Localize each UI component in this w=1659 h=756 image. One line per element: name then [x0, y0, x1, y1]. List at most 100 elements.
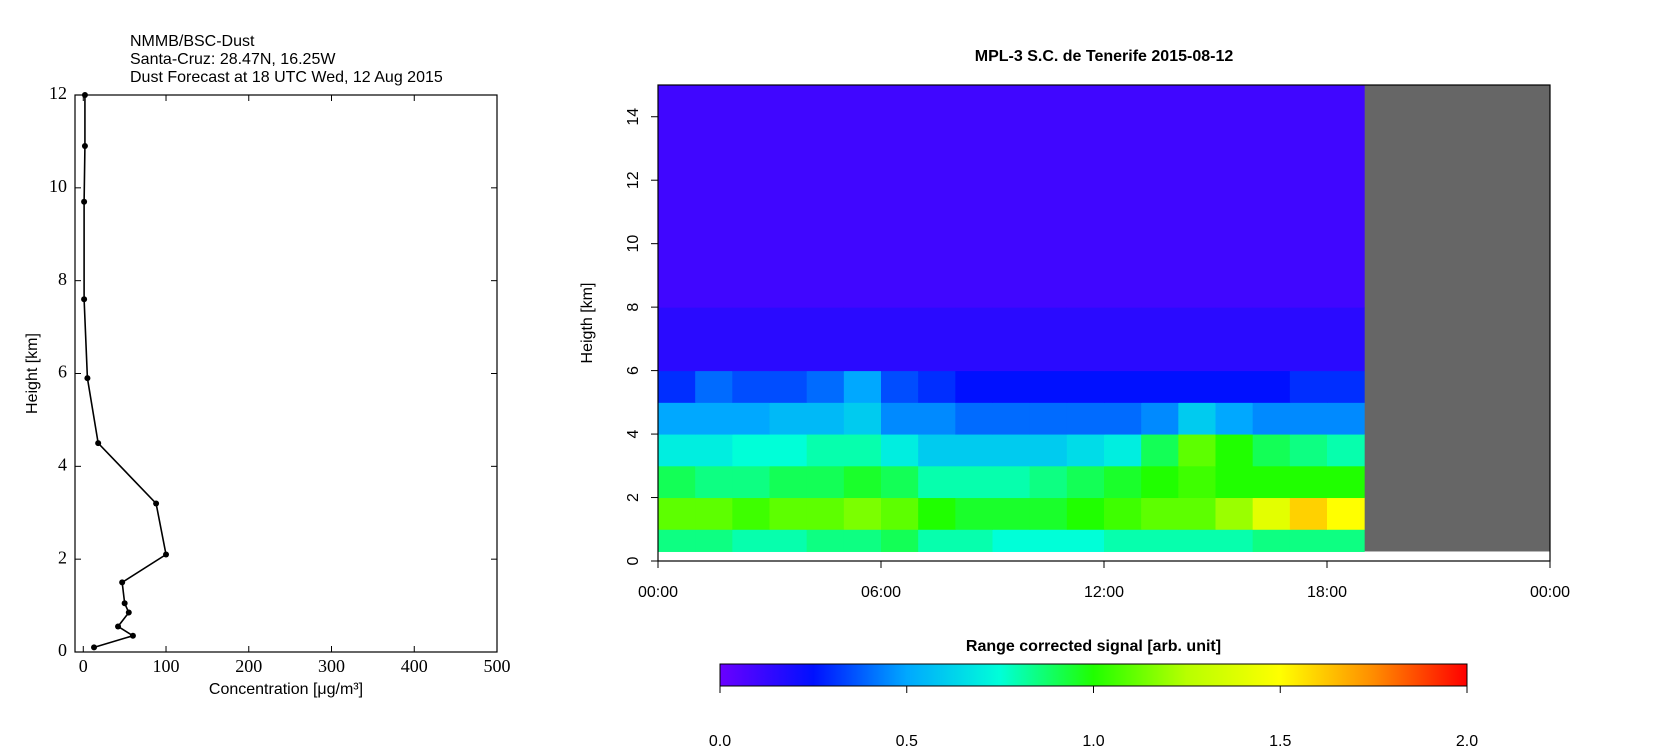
heat-cell	[918, 85, 956, 308]
profile-point	[153, 500, 160, 507]
heat-cell	[843, 529, 882, 552]
heat-cell	[992, 370, 1031, 403]
heat-cell	[1252, 307, 1291, 372]
heat-cell	[1289, 434, 1328, 467]
heat-cell	[658, 307, 696, 372]
heat-cell	[881, 307, 919, 372]
x-tick-label: 06:00	[861, 584, 901, 601]
heat-cell	[695, 529, 733, 552]
colorbar	[719, 663, 1468, 687]
heat-cell	[1178, 370, 1216, 403]
y-tick-label: 4	[625, 430, 642, 439]
y-axis-label: Heigth [km]	[579, 283, 596, 364]
heat-cell	[1215, 497, 1254, 530]
heat-cell	[1066, 434, 1105, 467]
heat-cell	[955, 529, 993, 552]
x-tick-label: 500	[484, 656, 511, 676]
heat-cell	[1104, 402, 1142, 435]
heat-cell	[1178, 434, 1216, 467]
profile-point	[81, 198, 88, 205]
heat-cell	[992, 434, 1031, 467]
x-tick-label: 200	[235, 656, 262, 676]
y-tick-label: 8	[625, 303, 642, 312]
heat-cell	[769, 402, 808, 435]
heat-cell	[658, 465, 696, 499]
heat-cell	[843, 465, 882, 499]
heat-cell	[1066, 85, 1105, 308]
heat-cell	[881, 529, 919, 552]
heat-cell	[1029, 497, 1068, 530]
chart-title: Santa-Cruz: 28.47N, 16.25W	[130, 51, 336, 68]
heat-cell	[1252, 85, 1291, 308]
heat-cell	[658, 497, 696, 530]
heat-cell	[769, 85, 808, 308]
colorbar-tick-label: 2.0	[1456, 733, 1478, 750]
profile-point	[81, 92, 88, 98]
heat-cell	[1327, 307, 1365, 372]
heat-cell	[695, 465, 733, 499]
heat-cell	[992, 465, 1031, 499]
heat-cell	[955, 434, 993, 467]
heat-cell	[1104, 85, 1142, 308]
heat-cell	[1178, 307, 1216, 372]
profile-point	[81, 296, 88, 303]
chart-title: Dust Forecast at 18 UTC Wed, 12 Aug 2015	[130, 69, 443, 86]
colorbar-tick-label: 1.0	[1082, 733, 1104, 750]
heat-cell	[881, 497, 919, 530]
heat-cell	[1252, 370, 1291, 403]
y-tick-label: 10	[49, 176, 67, 196]
x-tick-label: 18:00	[1307, 584, 1347, 601]
y-tick-label: 0	[625, 556, 642, 565]
heat-cell	[1029, 434, 1068, 467]
y-tick-label: 0	[58, 640, 67, 660]
y-tick-label: 2	[58, 547, 67, 567]
heat-cell	[658, 529, 696, 552]
heat-cell	[1066, 402, 1105, 435]
heat-cell	[1289, 465, 1328, 499]
heat-cell	[1178, 529, 1216, 552]
y-tick-label: 12	[49, 83, 67, 103]
heat-cell	[806, 402, 845, 435]
heat-cell	[1289, 370, 1328, 403]
heat-cell	[843, 434, 882, 467]
heat-cell	[1104, 529, 1142, 552]
heat-cell	[1215, 434, 1254, 467]
heat-cell	[1066, 465, 1105, 499]
heat-cell	[955, 465, 993, 499]
heat-cell	[1215, 465, 1254, 499]
heat-cell	[1289, 85, 1328, 308]
heat-cell	[1104, 434, 1142, 467]
heat-cell	[1289, 307, 1328, 372]
heat-cell	[955, 85, 993, 308]
heat-cell	[1215, 307, 1254, 372]
heat-cell	[732, 529, 770, 552]
heat-cell	[806, 307, 845, 372]
heat-cell	[695, 434, 733, 467]
profile-point	[129, 632, 136, 639]
heat-cell	[658, 370, 696, 403]
heat-cell	[1104, 497, 1142, 530]
heat-cell	[695, 497, 733, 530]
heat-cell	[1029, 465, 1068, 499]
heat-cell	[1215, 85, 1254, 308]
profile-point	[119, 579, 126, 586]
heat-cell	[843, 307, 882, 372]
heat-cell	[1141, 529, 1179, 552]
heat-cell	[806, 465, 845, 499]
x-tick-label: 12:00	[1084, 584, 1124, 601]
heat-cell	[1029, 529, 1068, 552]
heat-cell	[658, 402, 696, 435]
x-tick-label: 0	[79, 656, 88, 676]
heat-cell	[881, 402, 919, 435]
heat-cell	[1327, 85, 1365, 308]
heat-cell	[881, 370, 919, 403]
heat-cell	[732, 85, 770, 308]
heat-cell	[881, 465, 919, 499]
y-tick-label: 10	[625, 235, 642, 253]
heat-cell	[806, 85, 845, 308]
profile-point	[84, 375, 91, 382]
heat-cell	[1141, 85, 1179, 308]
heat-cell	[1252, 465, 1291, 499]
